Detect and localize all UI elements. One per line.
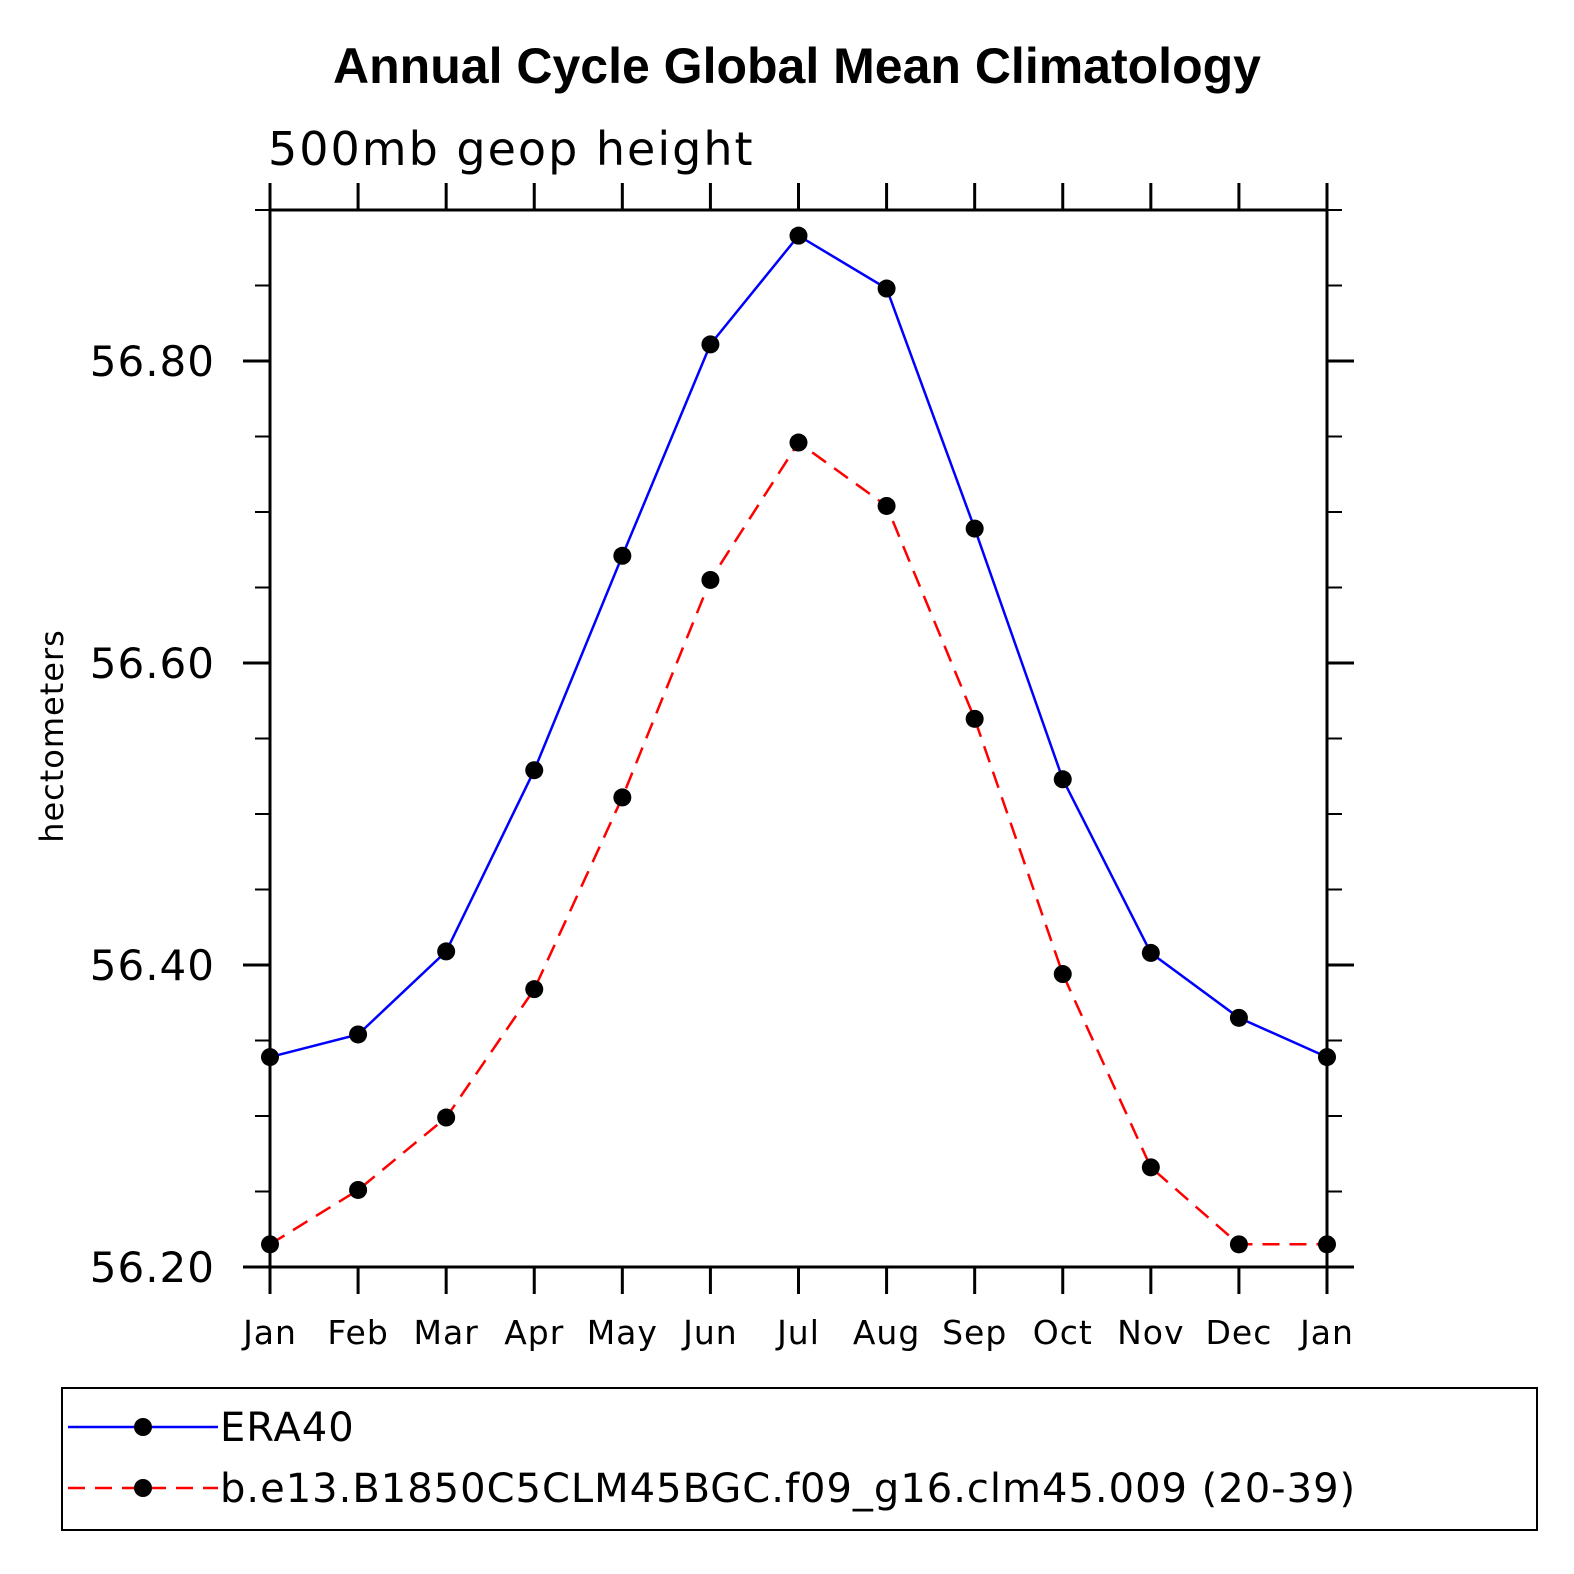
data-point bbox=[701, 570, 720, 589]
x-tick-label: May bbox=[587, 1313, 658, 1352]
data-point bbox=[965, 519, 984, 538]
data-point bbox=[613, 546, 632, 565]
x-tick-label: Aug bbox=[853, 1313, 920, 1352]
legend-box bbox=[61, 1387, 1538, 1531]
y-tick-label: 56.40 bbox=[90, 941, 215, 990]
data-point bbox=[1318, 1048, 1336, 1067]
y-axis-label: hectometers bbox=[33, 629, 71, 843]
data-point bbox=[1053, 965, 1072, 984]
legend: ERA40 b.e13.B1850C5CLM45BGC.f09_g16.clm45… bbox=[61, 1387, 1538, 1531]
data-point bbox=[1318, 1235, 1336, 1254]
x-tick-label: Jan bbox=[241, 1313, 297, 1352]
data-point bbox=[877, 496, 896, 515]
y-tick-label: 56.80 bbox=[90, 337, 215, 386]
data-point bbox=[1053, 770, 1072, 789]
series-line bbox=[269, 234, 1328, 1059]
data-point bbox=[613, 788, 632, 807]
legend-item: b.e13.B1850C5CLM45BGC.f09_g16.clm45.009 … bbox=[68, 1466, 1356, 1512]
data-point bbox=[437, 1108, 456, 1127]
data-point bbox=[789, 433, 808, 452]
axes: Jan Feb Mar Apr May Jun Jul Aug Sep Oct Nov Dec Jan 5… bbox=[90, 183, 1354, 1352]
data-point bbox=[349, 1025, 368, 1044]
plot-frame bbox=[268, 208, 1329, 1269]
series-layer bbox=[261, 226, 1336, 1254]
legend-label: b.e13.B1850C5CLM45BGC.f09_g16.clm45.009 … bbox=[220, 1466, 1356, 1512]
data-point bbox=[437, 942, 456, 961]
x-tick-label: Nov bbox=[1117, 1313, 1184, 1352]
x-tick-label: Oct bbox=[1033, 1313, 1093, 1352]
x-tick-label: Feb bbox=[327, 1313, 388, 1352]
data-point bbox=[789, 226, 808, 245]
x-tick-label: Jun bbox=[681, 1313, 738, 1352]
data-point bbox=[261, 1235, 279, 1254]
series-model bbox=[261, 433, 1336, 1254]
y-tick-label: 56.20 bbox=[90, 1243, 215, 1292]
data-point bbox=[1141, 943, 1160, 962]
series-line bbox=[269, 440, 1327, 1246]
data-point bbox=[701, 335, 720, 354]
legend-item: ERA40 bbox=[68, 1405, 355, 1451]
data-point bbox=[1229, 1235, 1248, 1254]
x-tick-label: Jan bbox=[1298, 1313, 1354, 1352]
y-tick-label: 56.60 bbox=[90, 639, 215, 688]
legend-marker bbox=[134, 1418, 152, 1436]
legend-marker bbox=[134, 1479, 152, 1497]
series-era40 bbox=[261, 226, 1336, 1067]
chart-title: Annual Cycle Global Mean Climatology bbox=[333, 38, 1261, 94]
data-point bbox=[525, 980, 544, 999]
data-point bbox=[1229, 1008, 1248, 1027]
x-tick-label: Apr bbox=[504, 1313, 564, 1352]
legend-label: ERA40 bbox=[220, 1405, 355, 1451]
data-point bbox=[1141, 1158, 1160, 1177]
x-tick-label: Mar bbox=[414, 1313, 479, 1352]
x-tick-label: Sep bbox=[942, 1313, 1007, 1352]
x-tick-label: Dec bbox=[1205, 1313, 1272, 1352]
data-point bbox=[877, 279, 896, 298]
data-point bbox=[525, 761, 544, 780]
chart-subtitle: 500mb geop height bbox=[268, 122, 755, 176]
x-tick-label: Jul bbox=[775, 1313, 820, 1352]
data-point bbox=[349, 1180, 368, 1199]
data-point bbox=[261, 1048, 279, 1067]
data-point bbox=[965, 709, 984, 728]
